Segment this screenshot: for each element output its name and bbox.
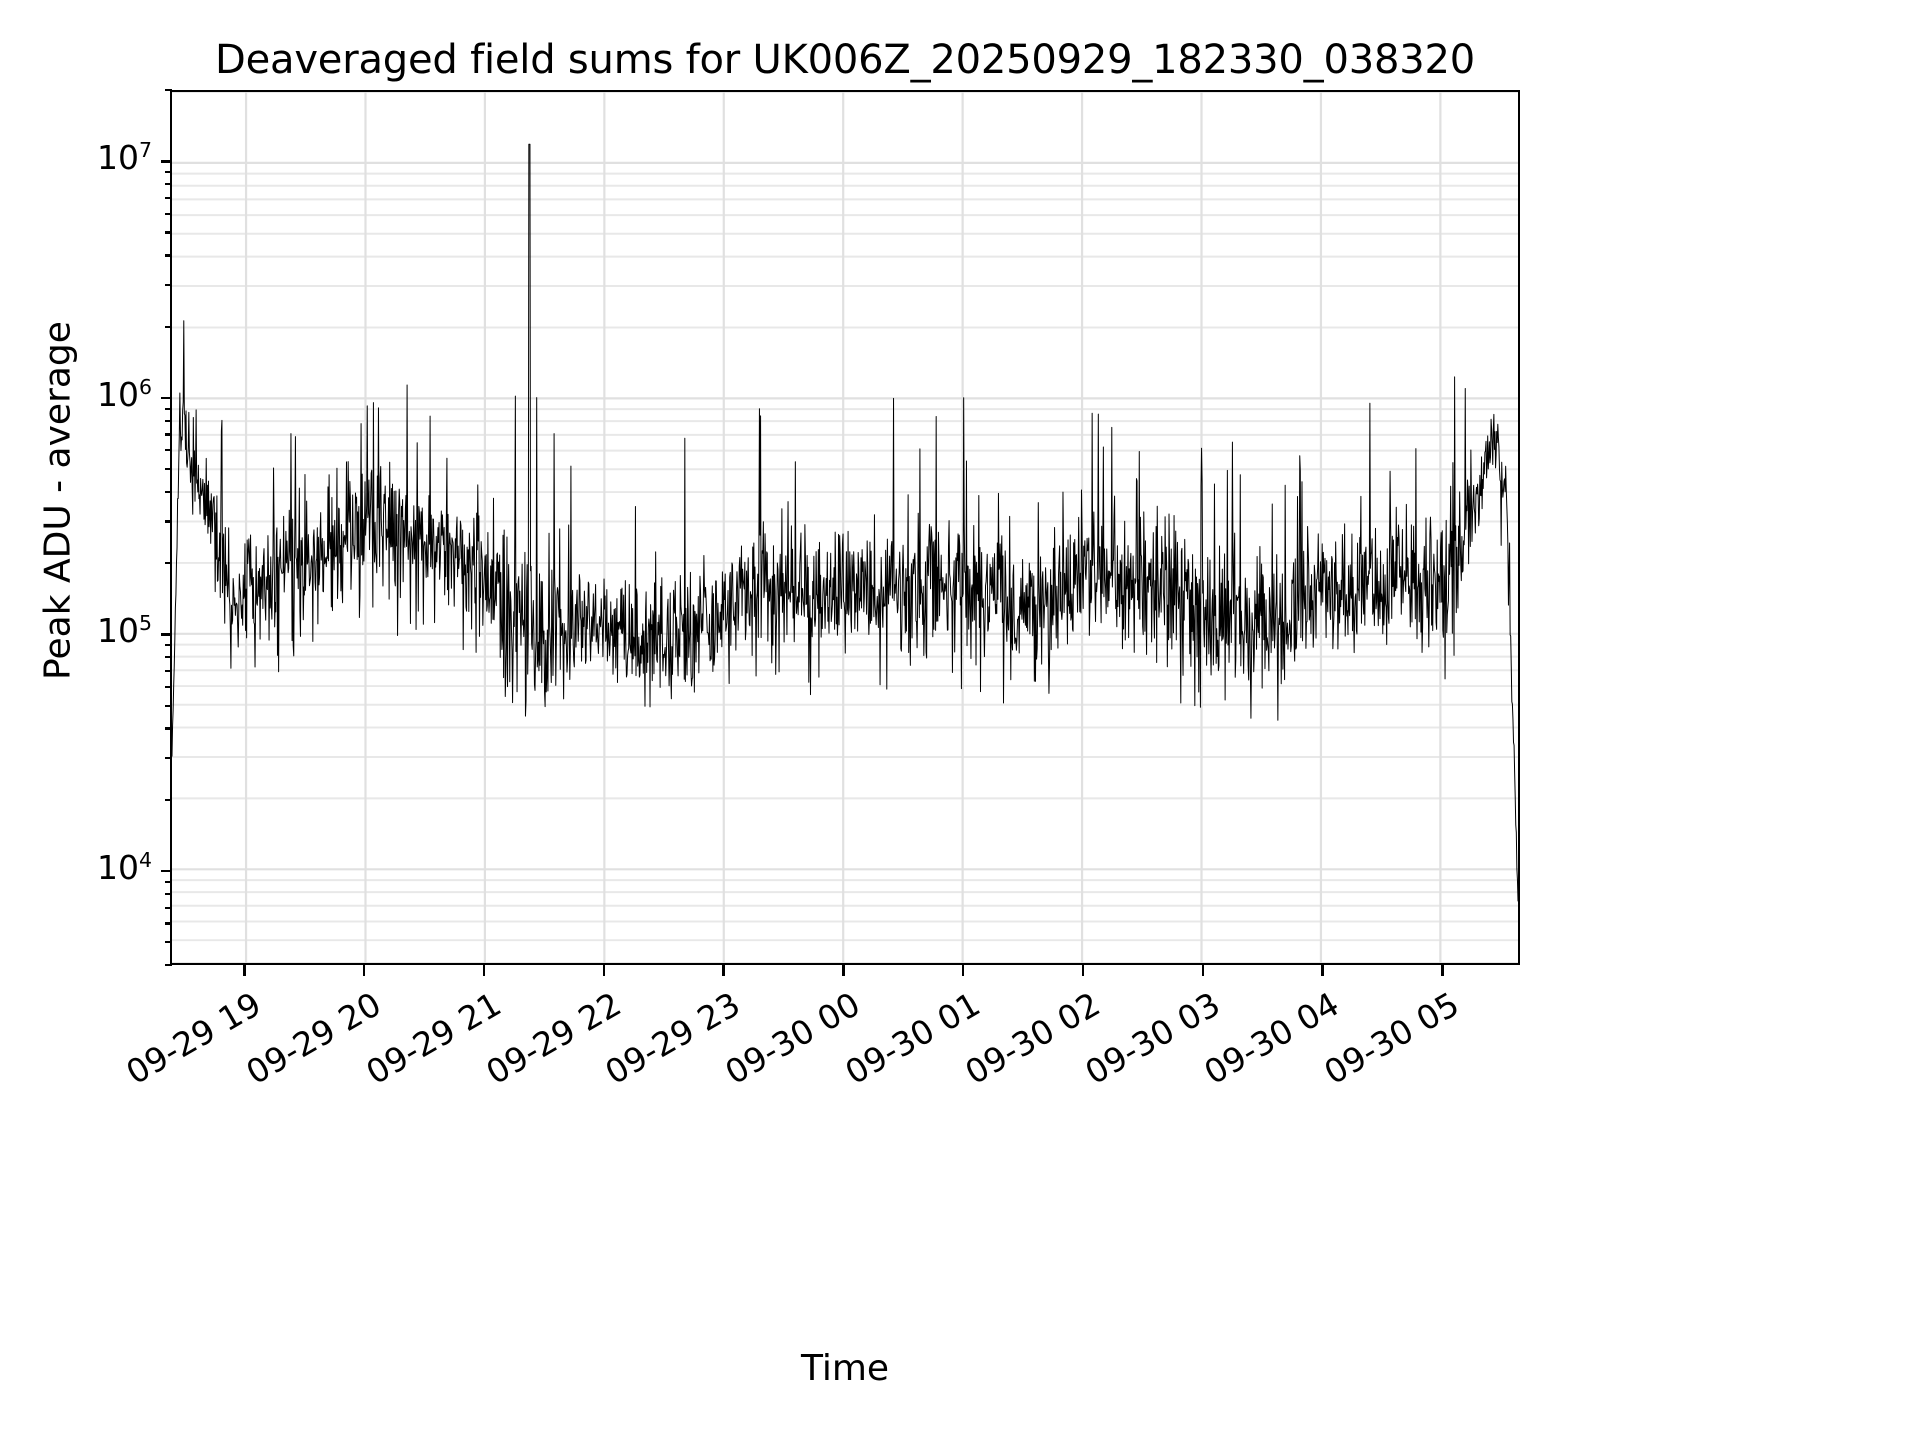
- y-tick-minor-mark: [165, 685, 172, 688]
- y-axis-label: Peak ADU - average: [37, 321, 79, 680]
- y-tick-minor-mark: [165, 906, 172, 909]
- y-tick-minor-mark: [165, 757, 172, 760]
- y-tick-minor-mark: [165, 467, 172, 471]
- y-tick-mark: [161, 869, 172, 873]
- y-tick-minor-mark: [165, 433, 172, 436]
- x-tick-mark: [482, 965, 486, 976]
- y-tick-mark: [161, 160, 172, 163]
- y-tick-mantissa: 10: [96, 138, 139, 178]
- y-tick-minor-mark: [165, 407, 172, 410]
- y-tick-minor-mark: [165, 183, 172, 186]
- y-tick-exponent: 4: [138, 847, 152, 872]
- x-axis-label: Time: [800, 1348, 890, 1389]
- y-tick-minor-mark: [165, 419, 172, 422]
- x-tick-mark: [722, 965, 725, 976]
- x-tick-mark: [1201, 965, 1204, 976]
- data-line: [172, 143, 1518, 902]
- x-tick-mark: [961, 965, 965, 976]
- y-tick-minor-mark: [165, 171, 172, 174]
- y-tick-minor-mark: [165, 644, 172, 647]
- y-tick-minor-mark: [165, 964, 172, 967]
- page-title: Deaveraged field sums for UK006Z_2025092…: [215, 37, 1475, 83]
- y-tick-mark: [161, 633, 172, 636]
- y-tick-mark: [161, 396, 172, 400]
- y-tick-minor-mark: [165, 89, 172, 92]
- y-tick-label: 105: [0, 611, 152, 651]
- y-tick-minor-mark: [165, 922, 172, 925]
- y-tick-exponent: 5: [138, 611, 152, 636]
- x-tick-mark: [602, 965, 606, 976]
- y-tick-exponent: 6: [138, 374, 152, 399]
- y-tick-minor-mark: [165, 283, 172, 287]
- y-tick-mantissa: 10: [96, 374, 139, 414]
- y-tick-exponent: 7: [138, 138, 152, 163]
- y-tick-minor-mark: [165, 231, 172, 234]
- x-tick-mark: [243, 965, 246, 976]
- y-tick-minor-mark: [165, 880, 172, 883]
- y-tick-minor-mark: [165, 254, 172, 257]
- x-tick-mark: [1321, 965, 1324, 976]
- y-tick-minor-mark: [165, 941, 172, 944]
- y-tick-minor-mark: [165, 892, 172, 895]
- y-tick-label: 107: [0, 138, 152, 178]
- series-svg: [172, 143, 1518, 902]
- y-tick-label: 104: [0, 847, 152, 887]
- data-series-layer: [172, 92, 1518, 963]
- x-tick-mark: [1081, 965, 1085, 976]
- y-tick-minor-mark: [165, 325, 172, 328]
- y-tick-minor-mark: [165, 798, 172, 801]
- y-tick-minor-mark: [165, 562, 172, 565]
- y-tick-minor-mark: [165, 212, 172, 215]
- y-tick-minor-mark: [165, 196, 172, 200]
- y-tick-label: 106: [0, 374, 152, 414]
- y-tick-minor-mark: [165, 656, 172, 659]
- y-tick-minor-mark: [165, 727, 172, 730]
- y-tick-minor-mark: [165, 669, 172, 673]
- y-tick-minor-mark: [165, 490, 172, 494]
- x-tick-mark: [1441, 965, 1444, 976]
- y-tick-minor-mark: [165, 520, 172, 523]
- y-tick-minor-mark: [165, 449, 172, 452]
- x-tick-mark: [842, 965, 845, 976]
- plot-area: [170, 90, 1520, 965]
- y-tick-minor-mark: [165, 704, 172, 707]
- y-tick-mantissa: 10: [96, 847, 139, 887]
- x-tick-mark: [363, 965, 366, 976]
- y-tick-mantissa: 10: [96, 611, 139, 651]
